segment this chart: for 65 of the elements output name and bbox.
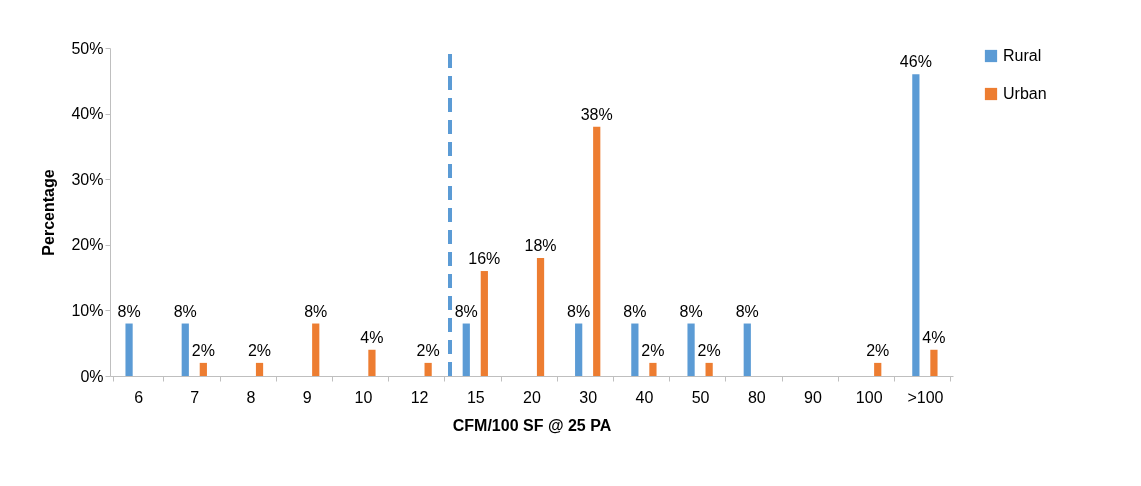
data-label: 8% — [173, 302, 197, 320]
x-tick-label: 9 — [302, 388, 312, 406]
bar — [649, 362, 657, 376]
data-label: 2% — [866, 341, 890, 359]
x-tick-label: 7 — [190, 388, 200, 406]
x-tick-label: 80 — [747, 388, 766, 406]
bar — [368, 349, 376, 376]
data-label: 8% — [735, 302, 759, 320]
bar — [255, 362, 264, 376]
legend-label: Rural — [1003, 47, 1042, 64]
y-tick-label: 20% — [71, 236, 104, 254]
bar — [480, 271, 488, 376]
x-tick-label: 8 — [246, 388, 256, 406]
data-label: 46% — [899, 53, 932, 71]
x-tick-label: 40 — [635, 388, 654, 406]
y-tick-label: 0% — [80, 367, 104, 385]
data-label: 8% — [454, 302, 478, 320]
x-tick-label: 30 — [579, 388, 598, 406]
bar — [705, 362, 713, 376]
bar — [743, 323, 751, 376]
x-tick-label: 20 — [523, 388, 541, 406]
x-tick-label: 10 — [354, 388, 373, 406]
data-label: 2% — [641, 341, 665, 359]
data-label: 8% — [679, 302, 703, 320]
data-label: 8% — [117, 302, 141, 320]
bar — [181, 323, 189, 376]
data-label: 2% — [191, 341, 215, 359]
bar — [312, 323, 320, 376]
y-tick-label: 30% — [71, 170, 104, 188]
data-label: 4% — [922, 328, 946, 346]
bar — [930, 349, 938, 376]
bar — [631, 323, 639, 376]
x-tick-label: 15 — [466, 388, 485, 406]
data-label: 8% — [567, 302, 591, 320]
bar — [687, 323, 695, 376]
bar — [575, 323, 583, 376]
bar — [199, 362, 207, 376]
legend-label: Urban — [1003, 85, 1047, 102]
bar — [874, 362, 882, 376]
data-label: 18% — [524, 236, 557, 254]
data-label: 38% — [580, 105, 613, 123]
bar — [424, 362, 432, 376]
data-label: 16% — [468, 250, 501, 268]
y-axis-title: Percentage — [40, 169, 58, 256]
data-label: 2% — [697, 341, 721, 359]
x-tick-label: 6 — [134, 388, 144, 406]
bar — [462, 323, 470, 376]
data-label: 8% — [623, 302, 647, 320]
y-tick-label: 10% — [71, 301, 104, 319]
bar — [536, 257, 545, 376]
x-tick-label: 100 — [855, 388, 883, 406]
bar — [125, 323, 133, 376]
bar — [593, 126, 601, 376]
x-tick-label: 50 — [691, 388, 710, 406]
x-tick-label: >100 — [907, 388, 944, 406]
data-label: 4% — [360, 328, 384, 346]
x-tick-label: 90 — [804, 388, 822, 406]
data-label: 2% — [416, 341, 440, 359]
data-label: 2% — [247, 341, 272, 359]
x-tick-label: 12 — [410, 388, 429, 406]
y-tick-label: 50% — [71, 39, 104, 57]
y-tick-label: 40% — [71, 105, 104, 123]
x-axis-title: CFM/100 SF @ 25 PA — [452, 416, 612, 434]
bar — [912, 74, 920, 376]
data-label: 8% — [304, 302, 328, 320]
